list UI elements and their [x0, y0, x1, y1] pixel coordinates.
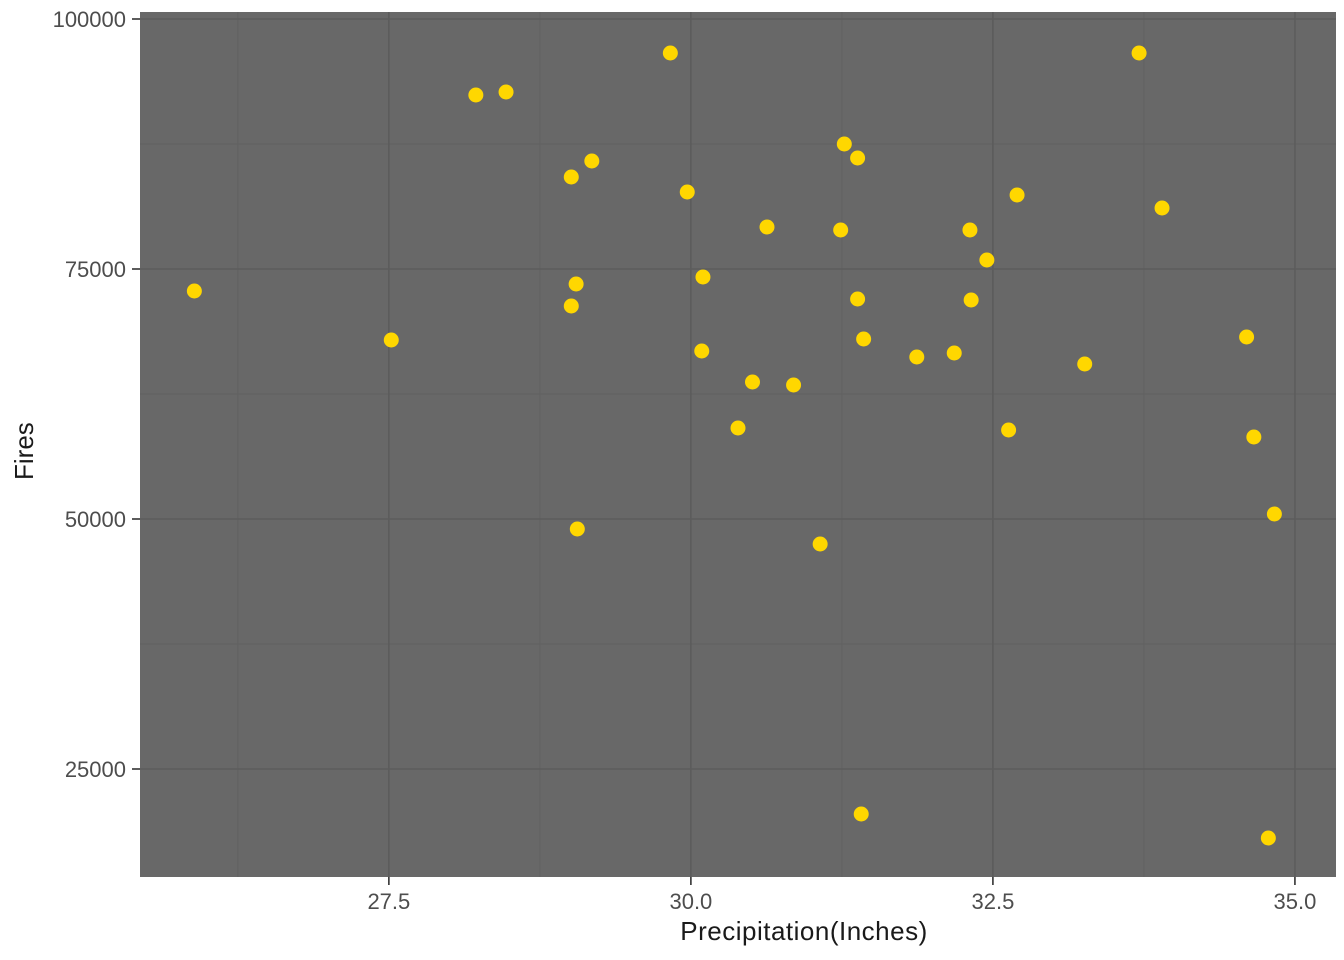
- data-point: [744, 374, 760, 390]
- data-point: [569, 521, 585, 537]
- data-point: [786, 377, 802, 393]
- data-point: [812, 536, 828, 552]
- data-point: [694, 343, 710, 359]
- data-point: [1260, 830, 1276, 846]
- data-point: [498, 84, 514, 100]
- plot-panel: [140, 12, 1336, 877]
- data-point: [563, 169, 579, 185]
- y-tick-label: 50000: [65, 507, 126, 532]
- data-point: [1239, 329, 1255, 345]
- x-tick-label: 32.5: [971, 889, 1014, 914]
- data-point: [662, 45, 678, 61]
- data-point: [1001, 422, 1017, 438]
- data-point: [563, 298, 579, 314]
- y-tick-label: 25000: [65, 757, 126, 782]
- data-point: [853, 806, 869, 822]
- y-axis-title-text: Fires: [9, 422, 39, 480]
- data-point: [383, 332, 399, 348]
- data-point: [1266, 506, 1282, 522]
- x-axis-title-text: Precipitation(Inches): [680, 916, 928, 946]
- data-point: [1131, 45, 1147, 61]
- data-point: [833, 222, 849, 238]
- x-tick-label: 27.5: [367, 889, 410, 914]
- data-point: [695, 269, 711, 285]
- data-point: [568, 276, 584, 292]
- data-point: [584, 153, 600, 169]
- data-point: [186, 283, 202, 299]
- data-point: [679, 184, 695, 200]
- data-point: [1154, 200, 1170, 216]
- data-point: [962, 222, 978, 238]
- data-point: [836, 136, 852, 152]
- data-point: [850, 291, 866, 307]
- data-point: [850, 150, 866, 166]
- data-point: [946, 345, 962, 361]
- data-point: [1246, 429, 1262, 445]
- data-point: [759, 219, 775, 235]
- x-tick-label: 30.0: [669, 889, 712, 914]
- data-point: [909, 349, 925, 365]
- x-axis-title: Precipitation(Inches): [0, 916, 1344, 947]
- data-point: [1009, 187, 1025, 203]
- data-point: [1077, 356, 1093, 372]
- data-point: [979, 252, 995, 268]
- data-point: [730, 420, 746, 436]
- data-point: [963, 292, 979, 308]
- data-point: [468, 87, 484, 103]
- y-tick-label: 100000: [53, 7, 126, 32]
- y-tick-label: 75000: [65, 257, 126, 282]
- x-tick-label: 35.0: [1274, 889, 1317, 914]
- data-point: [856, 331, 872, 347]
